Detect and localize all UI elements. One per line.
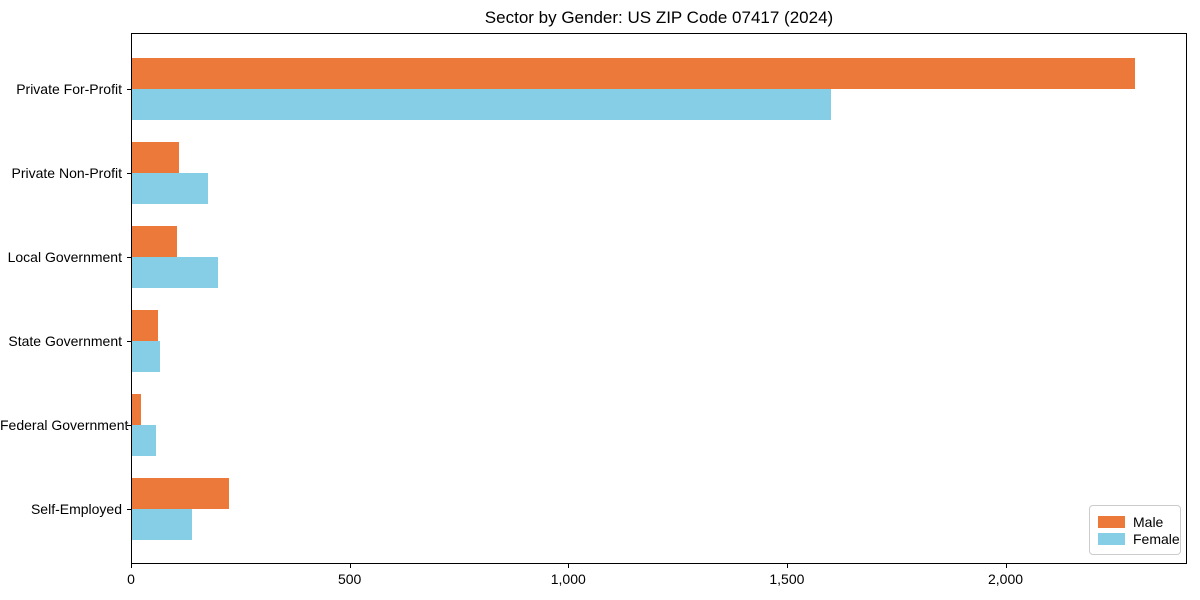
- y-tick-mark: [127, 172, 131, 174]
- y-tick-label-private-for-profit: Private For-Profit: [16, 80, 122, 97]
- x-tick-mark: [349, 564, 351, 568]
- legend: Male Female: [1089, 505, 1181, 555]
- x-tick-mark: [568, 564, 570, 568]
- x-tick-label-1-000: 1,000: [550, 571, 586, 587]
- legend-label-male: Male: [1133, 513, 1164, 530]
- y-tick-mark: [127, 256, 131, 258]
- x-tick-label-1-500: 1,500: [769, 571, 805, 587]
- legend-swatch-male: [1098, 515, 1125, 528]
- y-tick-label-self-employed: Self-Employed: [30, 500, 122, 517]
- bar-male-local-government: [132, 225, 177, 257]
- y-tick-mark: [127, 340, 131, 342]
- x-tick-mark: [1005, 564, 1007, 568]
- x-tick-label-500: 500: [337, 571, 362, 587]
- y-tick-mark: [127, 88, 131, 90]
- bar-female-federal-government: [132, 424, 156, 456]
- bar-female-state-government: [132, 340, 160, 372]
- y-tick-mark: [127, 508, 131, 510]
- legend-swatch-female: [1098, 532, 1125, 545]
- bar-male-self-employed: [132, 477, 230, 509]
- bar-female-local-government: [132, 256, 219, 288]
- bar-male-private-for-profit: [132, 57, 1135, 89]
- bar-male-private-non-profit: [132, 141, 180, 173]
- x-tick-label-0: 0: [127, 571, 135, 587]
- y-tick-label-private-non-profit: Private Non-Profit: [11, 164, 122, 181]
- x-tick-label-2-000: 2,000: [988, 571, 1024, 587]
- x-tick-mark: [786, 564, 788, 568]
- legend-entry-male: Male: [1098, 513, 1172, 530]
- bar-female-self-employed: [132, 508, 193, 540]
- bar-female-private-for-profit: [132, 88, 831, 120]
- bar-female-private-non-profit: [132, 172, 208, 204]
- x-tick-mark: [131, 564, 132, 568]
- y-tick-mark: [127, 424, 131, 426]
- plot-area: [131, 33, 1187, 564]
- y-tick-label-state-government: State Government: [8, 332, 122, 349]
- bar-male-state-government: [132, 309, 159, 341]
- chart-title: Sector by Gender: US ZIP Code 07417 (202…: [484, 8, 834, 27]
- legend-entry-female: Female: [1098, 530, 1180, 547]
- y-tick-label-federal-government: Federal Government: [0, 416, 129, 433]
- bar-male-federal-government: [132, 393, 141, 425]
- legend-label-female: Female: [1133, 530, 1180, 547]
- y-tick-label-local-government: Local Government: [7, 248, 122, 265]
